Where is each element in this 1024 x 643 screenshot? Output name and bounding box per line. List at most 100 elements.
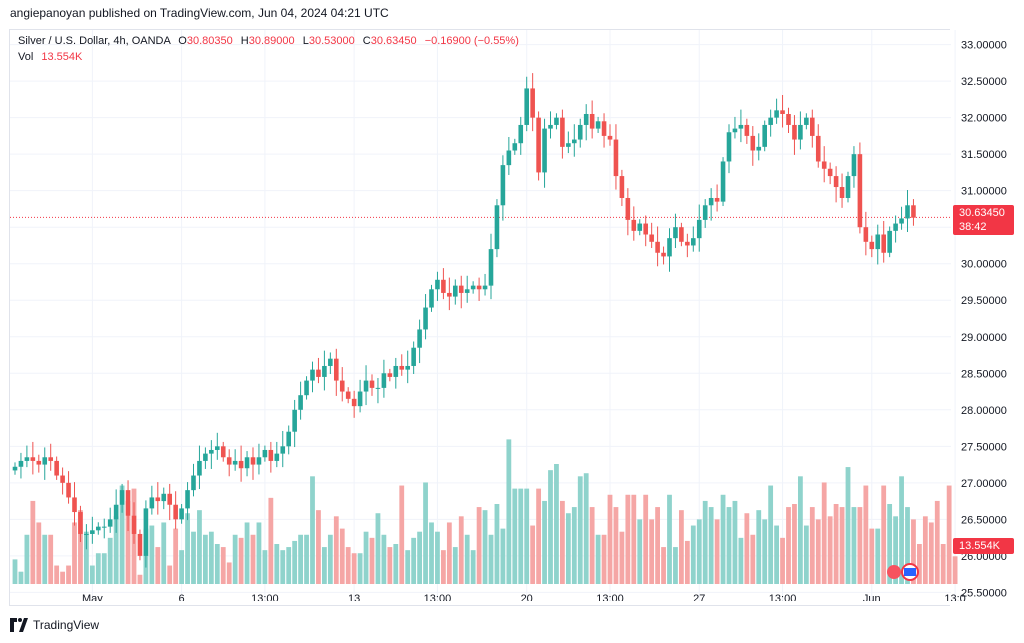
volume-bar	[631, 494, 637, 584]
volume-bar	[250, 534, 256, 584]
volume-bar	[506, 439, 512, 584]
candle-body	[506, 150, 512, 166]
volume-bar	[512, 488, 518, 584]
volume-label[interactable]: Vol	[18, 51, 34, 63]
candle-body	[613, 139, 619, 177]
volume-bar	[435, 531, 440, 584]
volume-bar	[155, 547, 161, 584]
volume-bar	[762, 519, 768, 584]
candle-body	[649, 234, 654, 242]
volume-bar	[84, 531, 89, 584]
candle-body	[548, 124, 553, 129]
price-chart[interactable]: 33.00000 32.50000 32.00000 31.50000 31.00000…	[1, 1, 1024, 601]
volume-bar	[66, 565, 71, 584]
volume-bar	[637, 519, 643, 584]
volume-bar	[351, 553, 357, 584]
candle-body	[84, 533, 89, 535]
volume-bar	[655, 507, 660, 584]
volume-bar	[464, 534, 470, 584]
candle-body	[637, 223, 643, 231]
volume-bar	[720, 494, 726, 584]
chart-frame[interactable]: 33.00000 32.50000 32.00000 31.50000 31.00000…	[9, 29, 1007, 606]
close-label: C	[362, 35, 371, 47]
candle-body	[417, 329, 422, 348]
volume-bar	[387, 547, 393, 584]
candle-body	[893, 223, 898, 231]
time-tick-label: 13:0	[944, 593, 965, 601]
volume-bar	[738, 537, 744, 584]
open-label: O	[178, 35, 187, 47]
volume-bar	[333, 516, 339, 584]
footer: TradingView	[10, 618, 99, 632]
volume-bar	[679, 510, 684, 584]
volume-bar	[423, 482, 428, 584]
volume-bar	[208, 531, 214, 584]
candle-body	[280, 446, 286, 454]
candle-body	[262, 449, 268, 458]
volume-bar	[78, 510, 83, 584]
volume-bar	[613, 507, 619, 584]
volume-bar	[786, 507, 791, 584]
last-price-tag: 30.63450 38:42	[953, 205, 1014, 235]
volume-bar	[696, 519, 702, 584]
candle-body	[607, 135, 613, 140]
symbol-label[interactable]: Silver / U.S. Dollar, 4h, OANDA	[18, 35, 171, 47]
volume-bar	[345, 547, 351, 584]
volume-bar	[821, 482, 827, 584]
candle-body	[845, 176, 851, 198]
volume-bar	[744, 513, 750, 584]
candle-body	[744, 124, 750, 136]
candle-body	[702, 205, 708, 220]
candle-body	[857, 154, 863, 228]
candle-body	[566, 143, 571, 147]
price-tick-label: 29.00000	[961, 332, 1007, 344]
volume-bar	[607, 494, 613, 584]
volume-bar	[524, 488, 530, 584]
candle-body	[619, 176, 625, 198]
volume-bar	[798, 476, 803, 584]
candle-body	[125, 490, 131, 516]
volume-bar	[905, 507, 910, 584]
candle-body	[66, 482, 71, 498]
candle-body	[726, 132, 732, 162]
time-tick-label: 13	[348, 593, 360, 601]
volume-bar	[726, 507, 732, 584]
candle-body	[54, 460, 59, 476]
candle-body	[60, 475, 65, 483]
candle-body	[536, 117, 541, 173]
candle-body	[673, 227, 678, 239]
volume-bar	[441, 550, 446, 584]
volume-bar	[518, 488, 524, 584]
volume-bar	[18, 571, 24, 584]
candle-body	[316, 369, 321, 377]
candle-body	[423, 307, 428, 330]
volume-bar	[429, 522, 434, 584]
volume-bar	[934, 500, 940, 584]
candle-body	[821, 161, 827, 169]
candle-body	[655, 241, 660, 253]
price-tick-label: 25.50000	[961, 587, 1007, 599]
candle-body	[738, 124, 744, 129]
volume-bar	[476, 507, 482, 584]
volume-bar	[809, 507, 815, 584]
volume-bar	[274, 544, 280, 584]
candle-body	[143, 508, 149, 556]
volume-bar	[839, 507, 845, 584]
tradingview-logo-icon[interactable]	[10, 618, 28, 632]
brand-label[interactable]: TradingView	[33, 618, 100, 632]
candle-body	[155, 497, 161, 502]
candle-body	[256, 457, 262, 465]
volume-bar	[917, 544, 922, 584]
price-tick-label: 30.00000	[961, 259, 1007, 271]
candle-body	[810, 117, 815, 136]
candle-body	[661, 252, 666, 257]
candle-body	[786, 113, 791, 125]
volume-bar	[125, 500, 131, 584]
ohlc-row: Silver / U.S. Dollar, 4h, OANDA O30.8035…	[18, 33, 519, 49]
volume-bar	[488, 534, 494, 584]
volume-bar	[203, 534, 208, 584]
candle-body	[215, 446, 220, 450]
price-tick-label: 27.50000	[961, 441, 1007, 453]
volume-bar	[232, 534, 238, 584]
volume-bar	[708, 507, 714, 584]
